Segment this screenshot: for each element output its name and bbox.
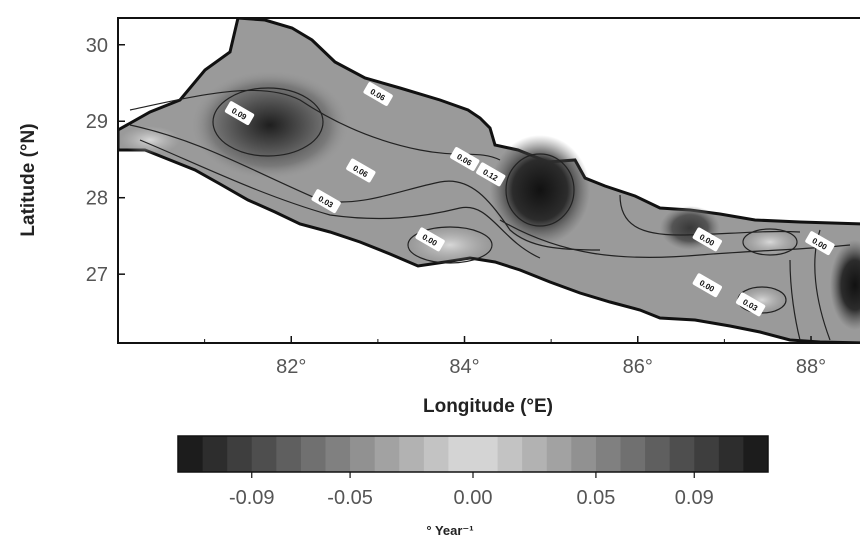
trend-low-far-west <box>120 126 180 154</box>
colorbar-cell <box>202 436 228 472</box>
colorbar-cell <box>350 436 376 472</box>
colorbar-cell <box>718 436 744 472</box>
colorbar-cell <box>743 436 769 472</box>
x-tick-label: 86° <box>623 356 653 378</box>
colorbar-unit: ° Year⁻¹ <box>426 523 473 537</box>
colorbar: -0.09 -0.05 0.00 0.05 0.09 <box>177 435 769 509</box>
colorbar-cell <box>571 436 597 472</box>
colorbar-cell <box>374 436 400 472</box>
contour-label-bg <box>363 82 393 106</box>
trend-max-central <box>490 135 590 245</box>
colorbar-cell <box>645 436 671 472</box>
colorbar-cell <box>423 436 449 472</box>
colorbar-cell <box>276 436 302 472</box>
colorbar-tick-label: -0.05 <box>327 487 373 509</box>
x-tick-label: 82° <box>276 356 306 378</box>
contour-line <box>407 226 493 264</box>
contour-line <box>139 139 541 259</box>
colorbar-cell <box>178 436 204 472</box>
contour-lines <box>129 87 851 341</box>
colorbar-tick-label: -0.09 <box>229 487 275 509</box>
contour-label-bg <box>450 147 480 171</box>
trend-max-west <box>190 70 350 180</box>
contour-label-bg <box>692 273 722 298</box>
colorbar-cell <box>473 436 499 472</box>
contour-label-bg <box>735 292 766 317</box>
contour-line <box>742 228 798 256</box>
contour-label-bg <box>692 227 722 252</box>
contour-label-bg <box>346 158 376 183</box>
colorbar-cell <box>325 436 351 472</box>
x-tick-label: 84° <box>449 356 479 378</box>
axes: 82° 84° 86° 88° 30 29 28 27 <box>86 35 826 378</box>
y-axis-title: Latitude (°N) <box>18 123 39 236</box>
trend-max-far-east <box>830 240 860 330</box>
colorbar-cell <box>300 436 326 472</box>
y-tick-label: 27 <box>86 264 108 286</box>
colorbar-tick-label: 0.00 <box>454 487 493 509</box>
y-tick-label: 30 <box>86 35 108 57</box>
colorbar-cell <box>497 436 523 472</box>
contour-label-bg <box>805 231 835 256</box>
contour-line <box>619 194 801 236</box>
map-area: 0.090.060.060.030.000.060.120.000.000.03… <box>118 18 860 343</box>
colorbar-tick-label: 0.05 <box>576 487 615 509</box>
contour-line <box>499 219 851 259</box>
contour-label-bg <box>476 162 506 187</box>
colorbar-cell <box>227 436 253 472</box>
y-tick-label: 29 <box>86 111 108 133</box>
colorbar-cell <box>251 436 277 472</box>
colorbar-cell <box>522 436 548 472</box>
colorbar-cell <box>448 436 474 472</box>
contour-label-bg <box>224 101 255 126</box>
colorbar-cell <box>595 436 621 472</box>
contour-line <box>212 87 324 157</box>
contour-line <box>789 259 801 341</box>
contour-line <box>129 124 601 251</box>
x-tick-label: 88° <box>796 356 826 378</box>
contour-line <box>505 153 575 227</box>
colorbar-cell <box>546 436 572 472</box>
y-tick-label: 28 <box>86 188 108 210</box>
contour-labels: 0.090.060.060.030.000.060.120.000.000.03… <box>224 82 835 317</box>
colorbar-cell <box>399 436 425 472</box>
colorbar-cell <box>694 436 720 472</box>
x-axis-title: Longitude (°E) <box>423 396 553 417</box>
contour-label-bg <box>415 227 445 252</box>
colorbar-cell <box>669 436 695 472</box>
trend-low-east-1 <box>745 230 795 254</box>
colorbar-tick-label: 0.09 <box>675 487 714 509</box>
colorbar-cell <box>620 436 646 472</box>
contour-label-bg <box>311 189 341 213</box>
